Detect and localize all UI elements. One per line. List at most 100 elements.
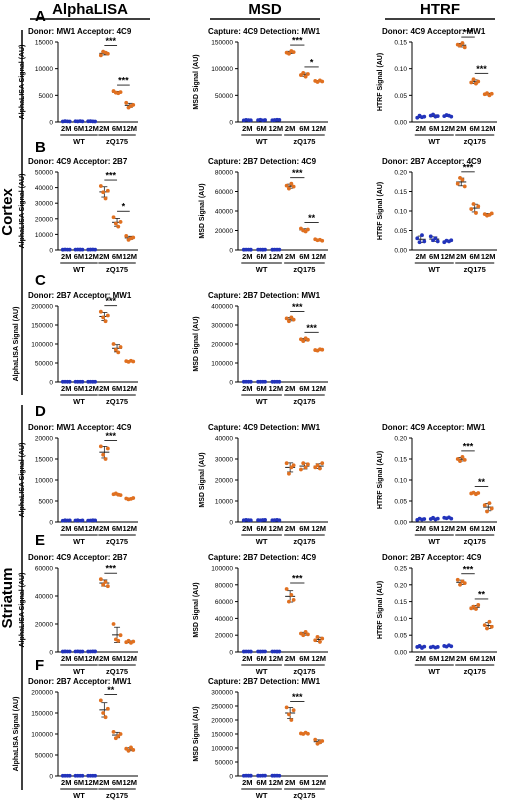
y-axis-label: MSD Signal (AU) xyxy=(199,183,206,238)
y-tick-label: 100000 xyxy=(31,732,53,739)
x-tick-label: 6M xyxy=(256,654,266,663)
x-tick-label: 12M xyxy=(122,654,137,663)
data-point xyxy=(306,337,310,342)
x-tick-label: 12M xyxy=(84,124,99,133)
x-tick-label: 6M xyxy=(429,124,439,133)
y-tick-label: 0.20 xyxy=(394,170,407,177)
data-point xyxy=(67,247,72,252)
y-tick-label: 60000 xyxy=(35,566,53,573)
x-tick-label: 2M xyxy=(242,778,252,787)
x-tick-label: 2M xyxy=(285,124,295,133)
data-point xyxy=(67,649,72,654)
chart-title: Donor: 2B7 Acceptor: MW1 xyxy=(28,291,132,300)
data-point xyxy=(289,592,294,597)
y-tick-label: 0.10 xyxy=(394,478,407,485)
data-point xyxy=(485,509,489,514)
y-tick-label: 150000 xyxy=(211,40,233,47)
data-point xyxy=(313,737,318,742)
group-label: WT xyxy=(256,537,268,546)
data-point xyxy=(415,236,420,241)
y-tick-label: 50000 xyxy=(35,753,53,760)
data-point xyxy=(126,748,131,753)
data-point xyxy=(263,379,267,384)
group-label: WT xyxy=(256,667,268,676)
group-label: WT xyxy=(428,667,440,676)
x-tick-label: 6M xyxy=(112,252,122,261)
data-point xyxy=(277,118,282,122)
y-tick-label: 250000 xyxy=(211,704,233,711)
y-tick-label: 0.25 xyxy=(394,566,407,573)
data-point xyxy=(482,623,487,628)
data-point xyxy=(455,181,460,186)
chart-c1: Donor: 2B7 Acceptor: MW1 0 50000 100000 1500… xyxy=(13,291,138,406)
data-point xyxy=(101,711,106,715)
data-point xyxy=(105,584,110,589)
data-point xyxy=(118,732,123,736)
y-tick-label: 40000 xyxy=(215,436,233,443)
x-tick-label: 2M xyxy=(242,384,252,393)
data-point xyxy=(263,649,267,654)
y-tick-label: 0 xyxy=(229,774,233,781)
y-axis-label: AlphaLISA Signal (AU) xyxy=(19,45,26,120)
data-point xyxy=(284,705,289,710)
y-tick-label: 100000 xyxy=(211,566,233,573)
x-tick-label: 6M xyxy=(74,778,84,787)
x-tick-label: 2M xyxy=(61,524,71,533)
x-tick-label: 2M xyxy=(285,384,295,393)
group-label: WT xyxy=(73,537,85,546)
panel-letter-c: C xyxy=(35,272,46,289)
x-tick-label: 2M xyxy=(61,384,71,393)
data-point xyxy=(263,518,267,522)
data-point xyxy=(105,446,110,451)
chart-title: Capture: 2B7 Detection: MW1 xyxy=(208,677,321,686)
x-tick-label: 12M xyxy=(440,124,455,133)
data-point xyxy=(301,633,306,638)
x-tick-label: 12M xyxy=(122,778,137,787)
y-tick-label: 20000 xyxy=(215,633,233,640)
y-tick-label: 50000 xyxy=(215,93,233,100)
group-label: zQ175 xyxy=(464,537,486,546)
data-point xyxy=(103,715,108,720)
data-point xyxy=(101,452,106,457)
data-point xyxy=(67,518,72,523)
group-label: zQ175 xyxy=(464,137,486,146)
y-tick-label: 40000 xyxy=(35,185,53,192)
x-tick-label: 6M xyxy=(112,384,122,393)
y-tick-label: 0.10 xyxy=(394,209,407,216)
y-tick-label: 300000 xyxy=(211,690,233,697)
y-axis-label: HTRF Signal (AU) xyxy=(377,581,384,639)
x-tick-label: 2M xyxy=(242,654,252,663)
x-tick-label: 12M xyxy=(311,524,326,533)
x-tick-label: 6M xyxy=(299,124,309,133)
data-point xyxy=(93,119,98,124)
y-tick-label: 0.10 xyxy=(394,616,407,623)
chart-title: Donor: MW1 Acceptor: 4C9 xyxy=(28,27,132,36)
chart-title: Donor: 4C9 Acceptor: 2B7 xyxy=(28,157,128,166)
data-point xyxy=(291,184,296,189)
significance-label: *** xyxy=(463,28,474,38)
data-point xyxy=(462,581,467,586)
group-label: zQ175 xyxy=(106,397,128,406)
data-point xyxy=(67,773,72,778)
significance-label: *** xyxy=(118,76,129,86)
data-point xyxy=(287,599,291,604)
x-tick-label: 6M xyxy=(429,252,439,261)
x-tick-label: 12M xyxy=(84,252,99,261)
data-point xyxy=(111,622,116,626)
chart-d2: Capture: 4C9 Detection: MW1 0 10000 20000 30… xyxy=(199,423,328,546)
data-point xyxy=(248,518,253,523)
x-tick-label: 6M xyxy=(256,384,266,393)
data-point xyxy=(299,467,303,472)
group-label: WT xyxy=(256,791,268,800)
chart-d1: Donor: MW1 Acceptor: 4C9 0 5000 10000 15000 2… xyxy=(19,423,138,546)
significance-label: *** xyxy=(463,564,474,574)
data-point xyxy=(320,636,325,641)
significance-label: *** xyxy=(292,168,303,178)
y-tick-label: 0 xyxy=(229,380,233,387)
y-tick-label: 0 xyxy=(229,520,233,527)
data-point xyxy=(111,730,116,734)
group-label: WT xyxy=(256,137,268,146)
data-point xyxy=(80,649,85,654)
x-tick-label: 6M xyxy=(299,778,309,787)
data-point xyxy=(80,518,85,523)
